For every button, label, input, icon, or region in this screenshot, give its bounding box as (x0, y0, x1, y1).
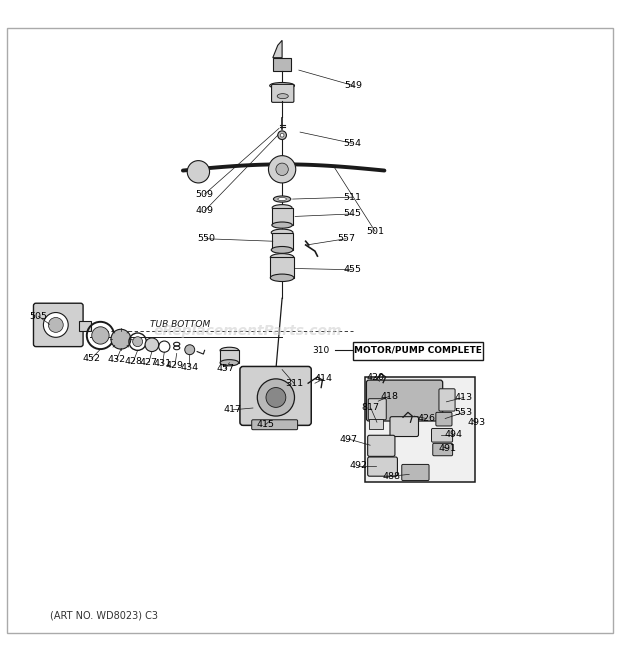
FancyBboxPatch shape (369, 418, 383, 429)
Circle shape (111, 329, 131, 349)
Text: 427: 427 (140, 358, 158, 368)
Text: 417: 417 (223, 405, 242, 414)
Circle shape (257, 379, 294, 416)
Text: 426: 426 (417, 414, 436, 423)
Text: 494: 494 (445, 430, 463, 439)
FancyBboxPatch shape (432, 428, 453, 442)
Circle shape (276, 163, 288, 176)
Text: 434: 434 (180, 363, 198, 371)
Text: 557: 557 (337, 234, 355, 243)
Text: 428: 428 (124, 357, 143, 366)
Text: 511: 511 (343, 193, 361, 202)
Text: 491: 491 (438, 444, 457, 453)
Ellipse shape (220, 360, 239, 366)
Text: 431: 431 (153, 360, 172, 368)
Text: 457: 457 (216, 364, 234, 373)
FancyBboxPatch shape (433, 444, 453, 455)
FancyBboxPatch shape (33, 303, 83, 346)
FancyBboxPatch shape (436, 412, 452, 426)
FancyBboxPatch shape (272, 208, 293, 225)
FancyBboxPatch shape (402, 465, 429, 481)
Ellipse shape (273, 196, 291, 202)
Ellipse shape (270, 83, 294, 89)
Text: 429: 429 (166, 362, 184, 370)
Ellipse shape (278, 198, 286, 200)
Circle shape (187, 161, 210, 183)
Text: 452: 452 (82, 354, 101, 363)
Circle shape (185, 345, 195, 355)
Circle shape (268, 155, 296, 183)
Circle shape (278, 131, 286, 139)
FancyBboxPatch shape (353, 342, 483, 360)
Text: MOTOR/PUMP COMPLETE: MOTOR/PUMP COMPLETE (354, 346, 482, 355)
Text: 415: 415 (256, 420, 275, 429)
Text: 493: 493 (467, 418, 485, 427)
Circle shape (43, 313, 68, 337)
FancyBboxPatch shape (368, 399, 386, 420)
Text: 505: 505 (29, 312, 48, 321)
Circle shape (48, 317, 63, 332)
Text: 409: 409 (195, 206, 214, 215)
Text: 311: 311 (285, 379, 303, 388)
FancyBboxPatch shape (79, 321, 91, 330)
Text: 488: 488 (383, 472, 401, 481)
Ellipse shape (277, 94, 288, 98)
Circle shape (145, 338, 159, 352)
FancyBboxPatch shape (252, 420, 298, 430)
Text: 553: 553 (454, 408, 473, 417)
Circle shape (280, 134, 284, 137)
Text: 492: 492 (349, 461, 368, 470)
Circle shape (133, 336, 143, 346)
FancyBboxPatch shape (439, 389, 455, 411)
FancyBboxPatch shape (272, 233, 293, 250)
Ellipse shape (270, 274, 294, 282)
FancyBboxPatch shape (368, 436, 395, 456)
Text: 414: 414 (314, 374, 333, 383)
Text: 509: 509 (195, 190, 214, 198)
Ellipse shape (272, 229, 293, 236)
FancyBboxPatch shape (240, 366, 311, 426)
Text: 545: 545 (343, 210, 361, 218)
Text: 432: 432 (107, 355, 126, 364)
Text: 550: 550 (197, 234, 215, 243)
Ellipse shape (220, 347, 239, 354)
Text: 310: 310 (312, 346, 330, 355)
Bar (365, 377, 475, 483)
Text: TUB BOTTOM: TUB BOTTOM (149, 320, 210, 329)
Ellipse shape (270, 254, 294, 261)
FancyBboxPatch shape (368, 457, 397, 476)
Text: 501: 501 (366, 227, 384, 236)
FancyBboxPatch shape (366, 380, 443, 421)
Text: 817: 817 (361, 403, 380, 412)
Ellipse shape (272, 205, 292, 211)
FancyBboxPatch shape (273, 58, 291, 71)
Ellipse shape (272, 222, 293, 228)
FancyBboxPatch shape (270, 257, 294, 278)
Text: 413: 413 (454, 393, 473, 402)
Text: 455: 455 (343, 265, 361, 274)
Text: 549: 549 (344, 81, 363, 90)
Ellipse shape (272, 247, 293, 253)
Circle shape (92, 327, 109, 344)
Text: (ART NO. WD8023) C3: (ART NO. WD8023) C3 (50, 611, 157, 621)
Text: 418: 418 (380, 392, 399, 401)
Polygon shape (273, 40, 282, 58)
Text: eReplacementParts.com: eReplacementParts.com (154, 323, 342, 338)
FancyBboxPatch shape (390, 416, 419, 436)
Text: 497: 497 (339, 434, 358, 444)
FancyBboxPatch shape (272, 85, 294, 102)
Text: 420: 420 (366, 373, 384, 381)
Circle shape (266, 387, 286, 407)
FancyBboxPatch shape (220, 350, 239, 363)
Text: 554: 554 (343, 139, 361, 148)
